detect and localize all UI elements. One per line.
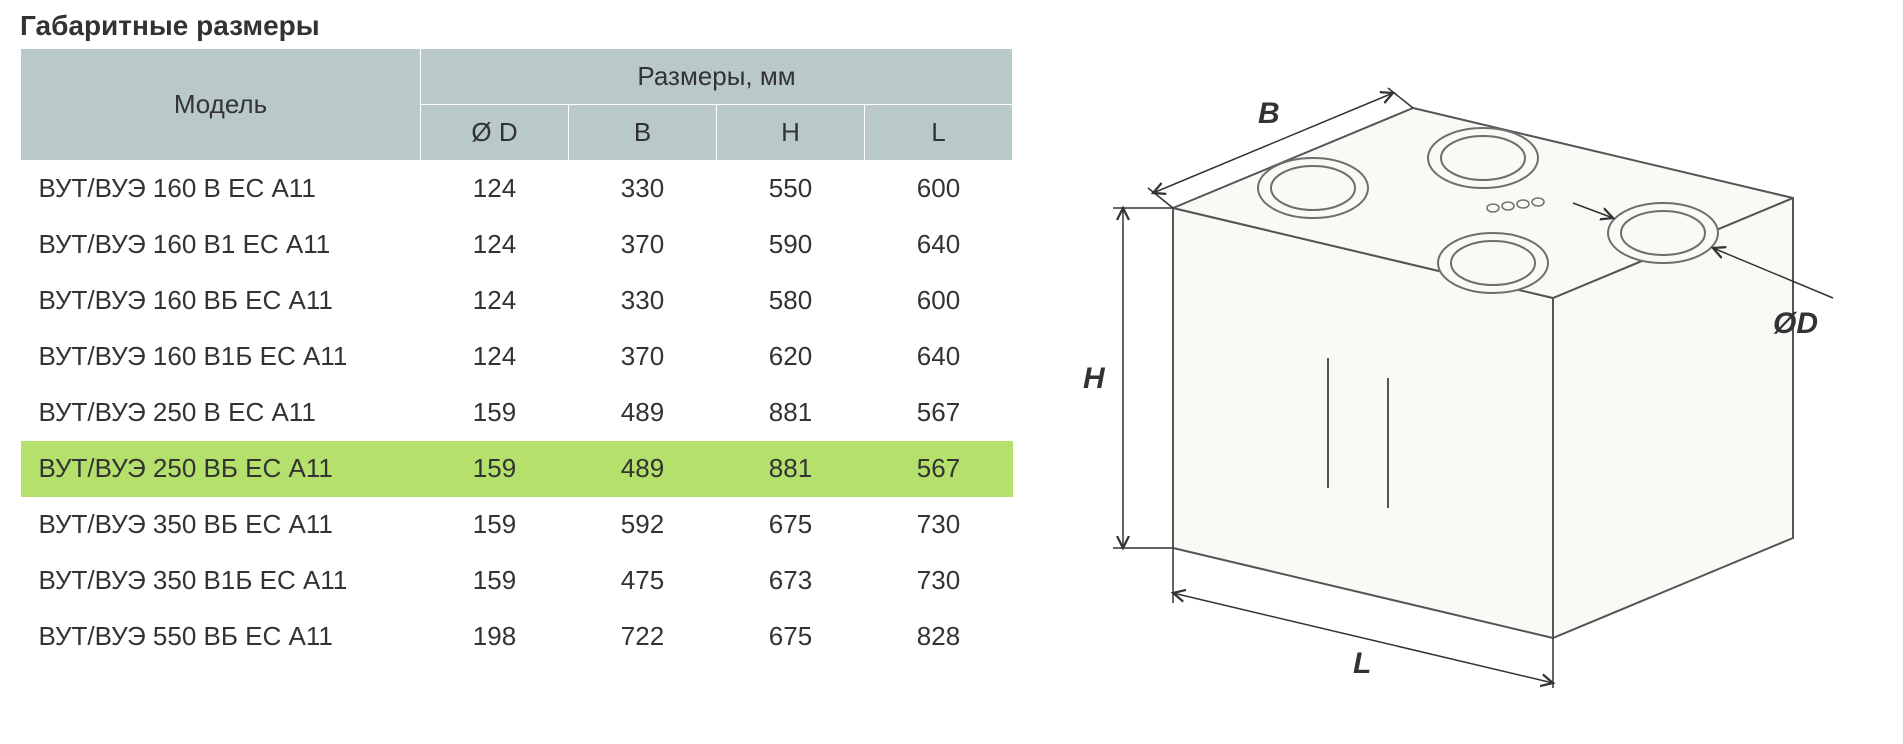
table-row: ВУТ/ВУЭ 250 ВБ ЕС А11159489881567 <box>21 441 1013 497</box>
table-row: ВУТ/ВУЭ 160 В1 ЕС А11124370590640 <box>21 217 1013 273</box>
dim-label-l: L <box>1353 647 1371 680</box>
cell-d: 124 <box>421 329 569 385</box>
table-row: ВУТ/ВУЭ 550 ВБ ЕС А11198722675828 <box>21 609 1013 665</box>
dimensions-table: Модель Размеры, мм Ø D B H L ВУТ/ВУЭ 160… <box>20 48 1013 665</box>
cell-model: ВУТ/ВУЭ 160 ВБ ЕС А11 <box>21 273 421 329</box>
table-row: ВУТ/ВУЭ 160 ВБ ЕС А11124330580600 <box>21 273 1013 329</box>
cell-model: ВУТ/ВУЭ 250 В ЕС А11 <box>21 385 421 441</box>
dim-label-h: H <box>1083 362 1106 395</box>
cell-l: 828 <box>865 609 1013 665</box>
cell-h: 881 <box>717 385 865 441</box>
cell-model: ВУТ/ВУЭ 550 ВБ ЕС А11 <box>21 609 421 665</box>
cell-d: 159 <box>421 553 569 609</box>
cell-h: 881 <box>717 441 865 497</box>
table-row: ВУТ/ВУЭ 160 В1Б ЕС А11124370620640 <box>21 329 1013 385</box>
cell-l: 640 <box>865 217 1013 273</box>
cell-model: ВУТ/ВУЭ 160 В ЕС А11 <box>21 161 421 217</box>
cell-l: 600 <box>865 161 1013 217</box>
th-d: Ø D <box>421 105 569 161</box>
cell-d: 159 <box>421 441 569 497</box>
dimensions-table-wrap: Модель Размеры, мм Ø D B H L ВУТ/ВУЭ 160… <box>20 48 1013 665</box>
cell-h: 675 <box>717 609 865 665</box>
cell-b: 489 <box>569 385 717 441</box>
table-row: ВУТ/ВУЭ 350 В1Б ЕС А11159475673730 <box>21 553 1013 609</box>
cell-d: 124 <box>421 161 569 217</box>
cell-l: 567 <box>865 441 1013 497</box>
table-row: ВУТ/ВУЭ 160 В ЕС А11124330550600 <box>21 161 1013 217</box>
cell-h: 673 <box>717 553 865 609</box>
cell-d: 124 <box>421 217 569 273</box>
table-row: ВУТ/ВУЭ 250 В ЕС А11159489881567 <box>21 385 1013 441</box>
th-h: H <box>717 105 865 161</box>
th-dims: Размеры, мм <box>421 49 1013 105</box>
cell-b: 722 <box>569 609 717 665</box>
dim-label-b: B <box>1258 97 1280 130</box>
cell-model: ВУТ/ВУЭ 160 В1Б ЕС А11 <box>21 329 421 385</box>
cell-l: 640 <box>865 329 1013 385</box>
th-l: L <box>865 105 1013 161</box>
cell-model: ВУТ/ВУЭ 350 В1Б ЕС А11 <box>21 553 421 609</box>
dim-label-d: ØD <box>1773 307 1818 340</box>
cell-d: 198 <box>421 609 569 665</box>
cell-d: 159 <box>421 497 569 553</box>
section-title: Габаритные размеры <box>20 10 1883 42</box>
cell-model: ВУТ/ВУЭ 160 В1 ЕС А11 <box>21 217 421 273</box>
cell-l: 730 <box>865 553 1013 609</box>
cell-b: 370 <box>569 217 717 273</box>
cell-h: 590 <box>717 217 865 273</box>
table-row: ВУТ/ВУЭ 350 ВБ ЕС А11159592675730 <box>21 497 1013 553</box>
cell-h: 620 <box>717 329 865 385</box>
cell-b: 330 <box>569 273 717 329</box>
th-b: B <box>569 105 717 161</box>
cell-model: ВУТ/ВУЭ 250 ВБ ЕС А11 <box>21 441 421 497</box>
cell-model: ВУТ/ВУЭ 350 ВБ ЕС А11 <box>21 497 421 553</box>
cell-b: 489 <box>569 441 717 497</box>
cell-d: 124 <box>421 273 569 329</box>
cell-l: 600 <box>865 273 1013 329</box>
cell-l: 567 <box>865 385 1013 441</box>
cell-h: 675 <box>717 497 865 553</box>
cell-d: 159 <box>421 385 569 441</box>
cell-b: 370 <box>569 329 717 385</box>
cell-l: 730 <box>865 497 1013 553</box>
cell-b: 475 <box>569 553 717 609</box>
cell-h: 550 <box>717 161 865 217</box>
th-model: Модель <box>21 49 421 161</box>
cell-h: 580 <box>717 273 865 329</box>
cell-b: 330 <box>569 161 717 217</box>
cell-b: 592 <box>569 497 717 553</box>
dimension-diagram: B H L ØD <box>1053 48 1853 688</box>
